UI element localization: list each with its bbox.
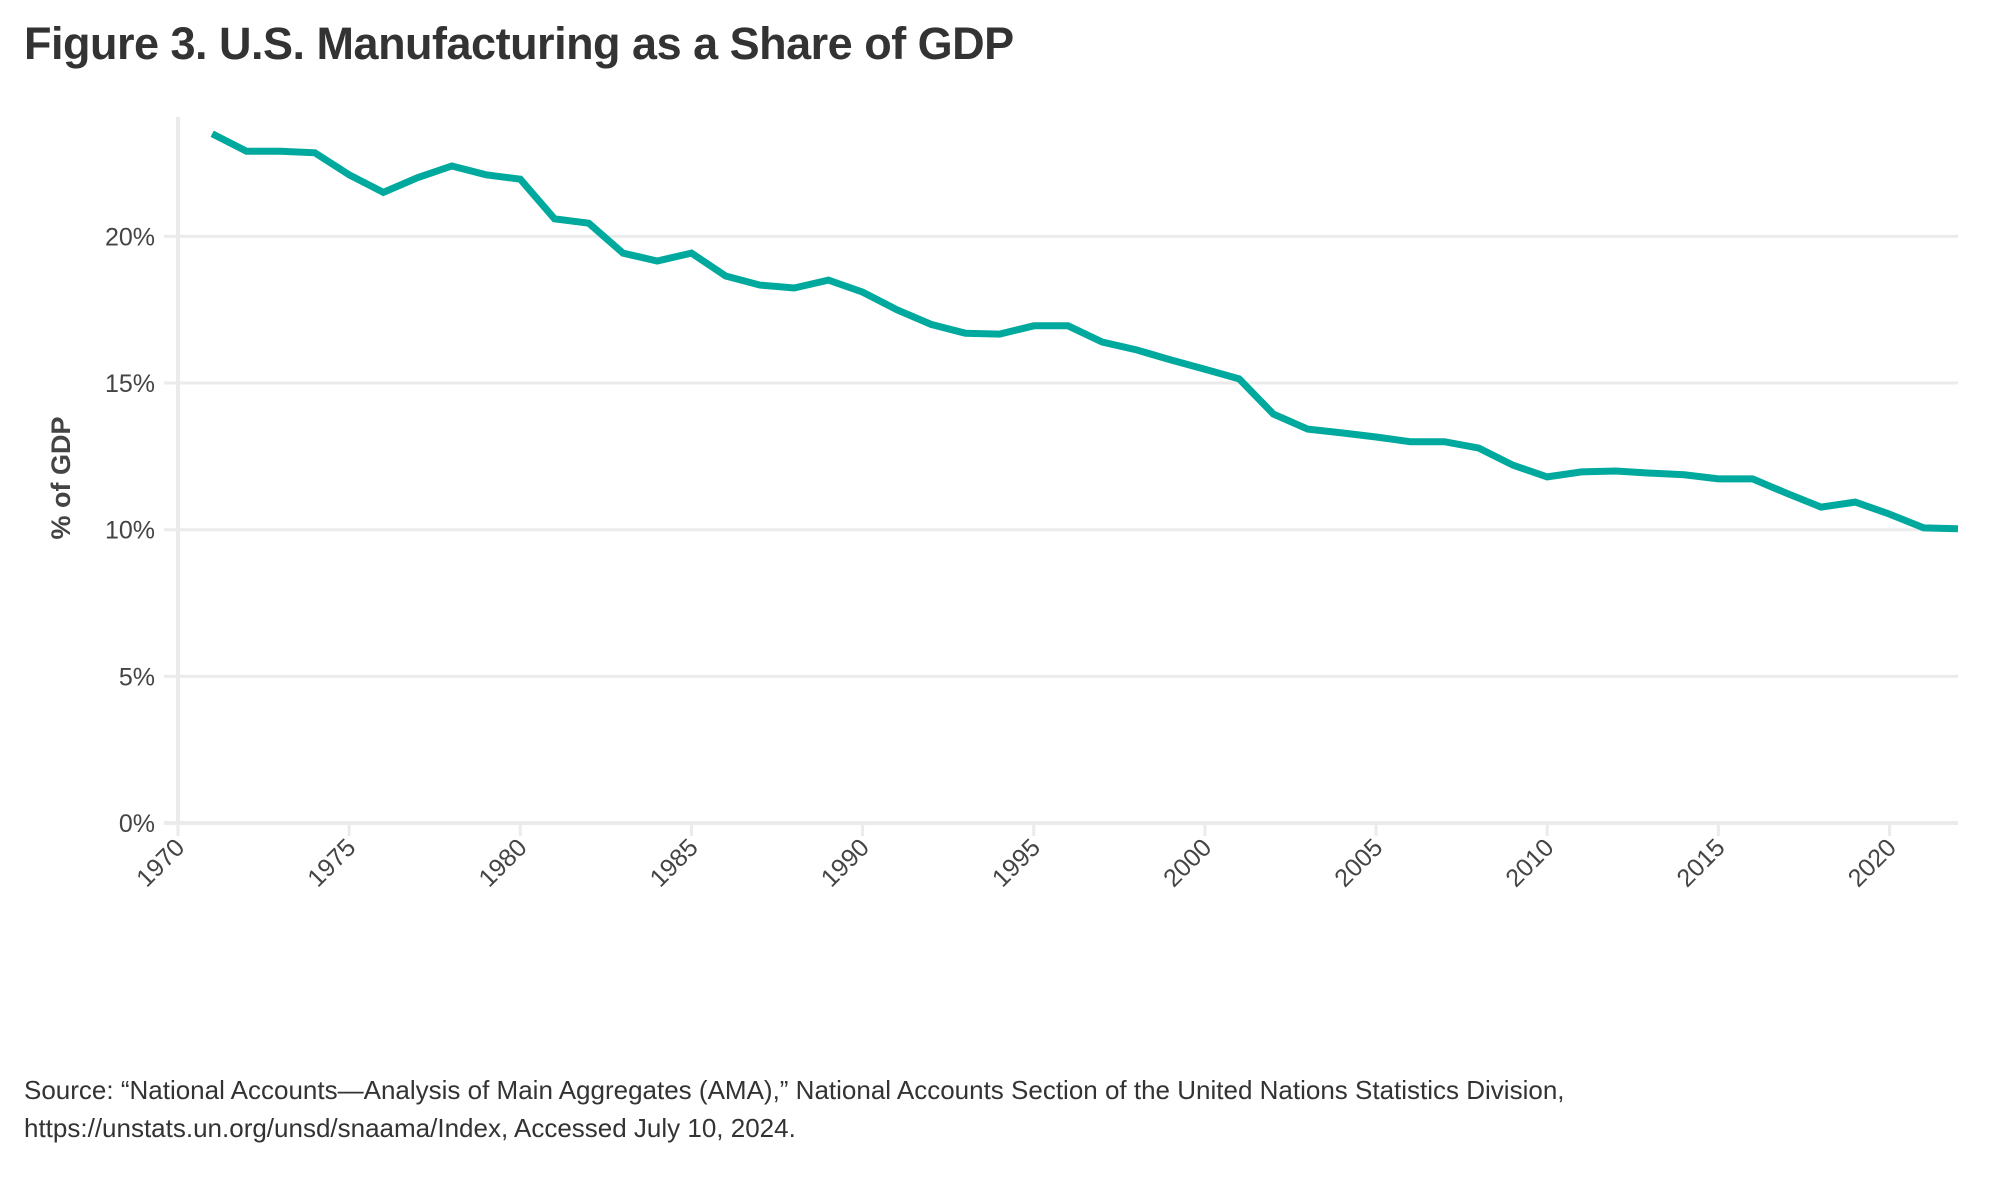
data-point [722, 272, 729, 279]
data-point [1681, 471, 1688, 478]
x-tick-label: 2005 [1329, 833, 1388, 892]
y-tick-labels: 0% 5% 10% 15% 20% [105, 223, 155, 838]
y-tick-label: 10% [105, 517, 155, 545]
data-point [1955, 525, 1962, 532]
data-point [1749, 475, 1756, 482]
data-point [1099, 338, 1106, 345]
data-point [1886, 511, 1893, 518]
data-point [311, 149, 318, 156]
data-point [688, 250, 695, 257]
x-tick-labels: 1970 1975 1980 1985 1990 1995 2000 2005 2010 2015… [131, 833, 1902, 892]
data-point [1373, 434, 1380, 441]
data-point [1304, 426, 1311, 433]
data-point [380, 189, 387, 196]
data-point [551, 215, 558, 222]
data-point [1270, 411, 1277, 418]
data-point [448, 162, 455, 169]
source-note: Source: “National Accounts—Analysis of M… [24, 1071, 1924, 1147]
x-tick-label: 2010 [1500, 833, 1559, 892]
data-point [209, 130, 216, 137]
data-point [1783, 490, 1790, 497]
data-point [928, 321, 935, 328]
data-point [1715, 475, 1722, 482]
source-line-2: https://unstats.un.org/unsd/snaama/Index… [24, 1113, 796, 1143]
axes [164, 117, 1958, 836]
data-point [1167, 356, 1174, 363]
x-tick-label: 1970 [131, 833, 190, 892]
x-tick-label: 2020 [1843, 833, 1902, 892]
gridlines [164, 234, 1958, 678]
series-layer [209, 130, 1962, 533]
y-tick-label: 15% [105, 370, 155, 398]
data-point [1920, 524, 1927, 531]
data-point [825, 277, 832, 284]
data-point [1338, 429, 1345, 436]
data-point [1030, 322, 1037, 329]
data-point [1133, 346, 1140, 353]
data-point [1236, 375, 1243, 382]
data-point [620, 250, 627, 257]
y-tick-label: 5% [119, 663, 155, 691]
data-point [1646, 470, 1653, 477]
data-point [1475, 445, 1482, 452]
data-point [585, 220, 592, 227]
data-point [1544, 473, 1551, 480]
data-point [346, 171, 353, 178]
data-point [1852, 499, 1859, 506]
x-tick-label: 1985 [645, 833, 704, 892]
data-point [1510, 462, 1517, 469]
series-line-0 [210, 130, 1959, 533]
x-tick-label: 1995 [987, 833, 1046, 892]
data-point [756, 282, 763, 289]
data-point [1201, 366, 1208, 373]
data-point [1065, 322, 1072, 329]
data-point [962, 330, 969, 337]
data-point [1441, 438, 1448, 445]
x-tick-label: 1975 [302, 833, 361, 892]
y-tick-label: 0% [119, 810, 155, 838]
data-point [893, 306, 900, 313]
data-point [1578, 468, 1585, 475]
data-point [1612, 468, 1619, 475]
data-point [483, 171, 490, 178]
data-point [243, 148, 250, 155]
x-tick-label: 1980 [473, 833, 532, 892]
data-point [859, 289, 866, 296]
data-point [791, 285, 798, 292]
data-point [1818, 504, 1825, 511]
y-tick-label: 20% [105, 223, 155, 251]
data-point [1407, 438, 1414, 445]
source-line-1: Source: “National Accounts—Analysis of M… [24, 1075, 1565, 1105]
x-tick-label: 2015 [1671, 833, 1730, 892]
x-tick-label: 2000 [1158, 833, 1217, 892]
x-tick-label: 1990 [816, 833, 875, 892]
data-point [996, 331, 1003, 338]
data-point [654, 258, 661, 265]
data-point [517, 176, 524, 183]
chart-title: Figure 3. U.S. Manufacturing as a Share … [24, 18, 1014, 69]
data-point [414, 174, 421, 181]
y-axis-title: % of GDP [46, 416, 76, 539]
data-point [277, 148, 284, 155]
